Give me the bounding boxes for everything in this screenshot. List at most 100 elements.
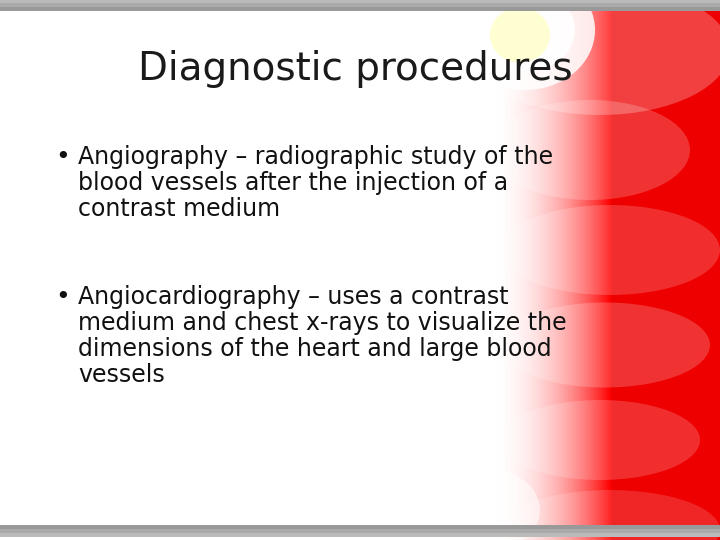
Bar [499, 0, 500, 540]
Bar [569, 0, 570, 540]
Bar [573, 0, 575, 540]
Bar [539, 0, 541, 540]
Bar [572, 0, 574, 540]
Ellipse shape [470, 0, 720, 115]
Bar [579, 0, 580, 540]
Bar [558, 0, 559, 540]
Bar [592, 0, 593, 540]
Bar [501, 0, 503, 540]
Bar [533, 0, 534, 540]
Bar [561, 0, 562, 540]
Text: Diagnostic procedures: Diagnostic procedures [138, 50, 572, 88]
Bar [525, 0, 526, 540]
Bar [521, 0, 523, 540]
Bar [557, 0, 559, 540]
Bar [595, 0, 596, 540]
Bar [550, 0, 552, 540]
Text: •: • [55, 285, 70, 309]
Bar [574, 0, 575, 540]
Bar [604, 0, 606, 540]
Ellipse shape [500, 490, 720, 540]
Ellipse shape [485, 0, 575, 70]
Bar [517, 0, 518, 540]
Bar [496, 0, 498, 540]
Bar [602, 0, 603, 540]
Bar [530, 0, 531, 540]
Bar [493, 0, 495, 540]
Bar [511, 0, 513, 540]
Bar [588, 0, 590, 540]
Bar [591, 0, 593, 540]
Bar [575, 0, 577, 540]
Ellipse shape [490, 8, 550, 63]
Bar [590, 0, 592, 540]
Bar [568, 0, 570, 540]
Bar [536, 0, 538, 540]
Bar [505, 0, 506, 540]
Bar [564, 0, 565, 540]
Bar [522, 0, 523, 540]
Text: Angiography – radiographic study of the: Angiography – radiographic study of the [78, 145, 553, 169]
Bar [603, 0, 605, 540]
Bar [494, 0, 495, 540]
Bar [544, 0, 546, 540]
Text: contrast medium: contrast medium [78, 197, 280, 221]
Bar [529, 0, 531, 540]
Bar [515, 0, 516, 540]
Bar [538, 0, 539, 540]
Bar [0, 525, 720, 529]
Bar [554, 0, 556, 540]
Bar [563, 0, 564, 540]
Bar [553, 0, 554, 540]
Bar [545, 0, 546, 540]
Ellipse shape [500, 205, 720, 295]
Bar [565, 0, 567, 540]
Bar [519, 0, 521, 540]
Bar [510, 0, 511, 540]
Bar [507, 0, 508, 540]
Bar [491, 0, 492, 540]
Bar [498, 0, 500, 540]
Text: blood vessels after the injection of a: blood vessels after the injection of a [78, 171, 508, 195]
Bar [609, 0, 611, 540]
Bar [490, 0, 492, 540]
Text: vessels: vessels [78, 363, 165, 387]
Bar [506, 0, 508, 540]
Bar [542, 0, 544, 540]
Bar [0, 529, 720, 533]
Bar [541, 0, 542, 540]
Bar [543, 0, 544, 540]
Bar [516, 0, 518, 540]
Bar [523, 0, 524, 540]
Bar [581, 0, 582, 540]
Bar [586, 0, 588, 540]
Text: •: • [55, 145, 70, 169]
Bar [520, 0, 521, 540]
Ellipse shape [500, 400, 700, 480]
Bar [593, 0, 595, 540]
Bar [548, 0, 549, 540]
Bar [596, 0, 598, 540]
Bar [585, 0, 587, 540]
Bar [526, 0, 528, 540]
Bar [508, 0, 510, 540]
Bar [583, 0, 585, 540]
Bar [0, 3, 720, 7]
Bar [492, 0, 493, 540]
Bar [518, 0, 520, 540]
Bar [599, 0, 600, 540]
Bar [551, 0, 552, 540]
Bar [0, 0, 720, 3]
Bar [570, 0, 572, 540]
Bar [550, 0, 720, 540]
Bar [502, 0, 503, 540]
Bar [512, 0, 513, 540]
Bar [587, 0, 588, 540]
Bar [500, 0, 502, 540]
Bar [513, 0, 515, 540]
Bar [562, 0, 564, 540]
Bar [571, 0, 572, 540]
Ellipse shape [440, 470, 540, 540]
Bar [532, 0, 534, 540]
Bar [495, 0, 497, 540]
